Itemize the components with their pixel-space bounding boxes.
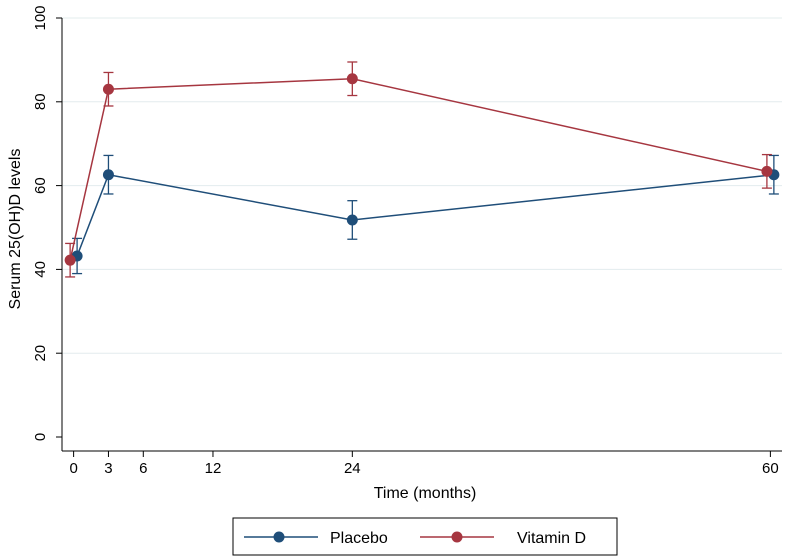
x-tick-label-3: 3: [104, 460, 112, 477]
y-tick-label-60: 60: [32, 177, 49, 194]
x-tick-label-12: 12: [205, 460, 222, 477]
legend-item-vitamin-d: Vitamin D: [420, 530, 586, 547]
x-tick-label-0: 0: [69, 460, 77, 477]
y-axis-title: Serum 25(OH)D levels: [7, 149, 24, 310]
point-placebo-1: [102, 169, 114, 181]
x-tick-label-6: 6: [139, 460, 147, 477]
y-tick-label-0: 0: [32, 433, 49, 441]
axes: 0 20 40 60 80 100 0 3 6 12 24 60: [32, 5, 782, 477]
y-tick-label-80: 80: [32, 93, 49, 110]
y-tick-label-40: 40: [32, 261, 49, 278]
series-vitamin-d: [64, 61, 773, 278]
series-line-vitamin-d: [69, 78, 768, 261]
point-vitamin-d-1: [102, 83, 114, 95]
legend-label-vitamin-d: Vitamin D: [517, 530, 586, 547]
x-axis-title: Time (months): [374, 485, 477, 502]
point-placebo-2: [346, 214, 358, 226]
y-tick-label-20: 20: [32, 345, 49, 362]
legend-item-placebo: Placebo: [244, 530, 388, 547]
point-vitamin-d-0: [64, 254, 76, 266]
axis-labels: Time (months) Serum 25(OH)D levels: [7, 149, 476, 502]
series-layer: [64, 61, 780, 278]
series-placebo: [71, 154, 780, 275]
legend-marker-vitamin-d: [451, 531, 463, 543]
gridlines: [62, 17, 782, 354]
x-tick-label-60: 60: [762, 460, 779, 477]
x-tick-label-24: 24: [344, 460, 361, 477]
series-line-placebo: [76, 173, 774, 257]
legend-marker-placebo: [273, 531, 285, 543]
legend: Placebo Vitamin D: [232, 517, 618, 556]
y-tick-label-100: 100: [32, 5, 49, 30]
legend-label-placebo: Placebo: [330, 530, 388, 547]
point-vitamin-d-3: [761, 165, 773, 177]
point-vitamin-d-2: [346, 73, 358, 85]
